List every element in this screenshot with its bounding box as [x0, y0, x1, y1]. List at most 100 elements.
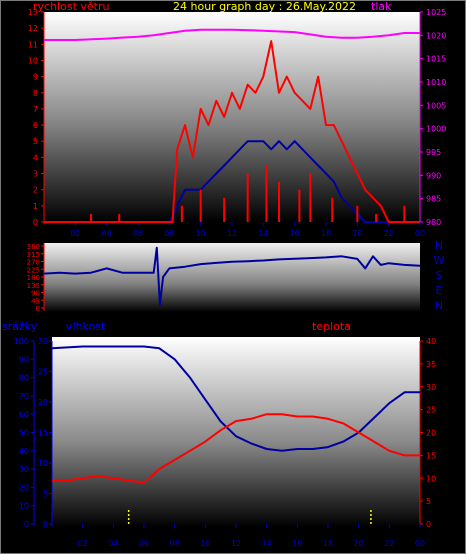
wind-tick-label: 13 [28, 8, 38, 17]
humidity-tick-label: 30 [38, 337, 48, 346]
time-tick-label: 10 [196, 229, 206, 238]
wind-tick-label: 8 [33, 89, 38, 98]
time-tick-label: 08 [164, 229, 174, 238]
rain-tick-label: 60 [19, 410, 29, 419]
humidity-tick-label: 15 [38, 429, 48, 438]
direction-tick-label: 0 [36, 305, 40, 313]
rain-tick-label: 40 [19, 447, 29, 456]
pressure-tick-label: 1015 [426, 55, 446, 64]
time-tick-label: 20 [354, 539, 364, 548]
wind-avg-line [44, 140, 420, 223]
direction-panel-background [44, 243, 420, 312]
time-tick-label: 16 [290, 229, 300, 238]
time-tick-label: 22 [384, 229, 394, 238]
direction-tick-label: 270 [27, 259, 40, 267]
time-tick-label: 06 [133, 229, 143, 238]
compass-label: E [436, 284, 443, 297]
compass-label: N [435, 299, 443, 312]
humidity-tick-label: 0 [43, 520, 48, 529]
rain-tick-label: 50 [19, 429, 29, 438]
direction-tick-label: 225 [27, 266, 40, 274]
pressure-tick-label: 985 [426, 195, 441, 204]
rain-tick-label: 0 [24, 520, 29, 529]
compass-label: N [435, 239, 443, 252]
temperature-label: teplota [312, 320, 351, 333]
time-tick-label: 06 [139, 539, 149, 548]
humidity-panel-background [52, 337, 420, 527]
humidity-tick-label: 25 [38, 368, 48, 377]
temperature-tick-label: 40 [426, 337, 436, 346]
direction-tick-label: 135 [27, 282, 40, 290]
humidity-tick-label: 5 [43, 490, 48, 499]
temperature-tick-label: 30 [426, 383, 436, 392]
direction-tick-label: 180 [27, 274, 40, 282]
time-tick-label: 14 [262, 539, 272, 548]
pressure-tick-label: 990 [426, 171, 441, 180]
pressure-tick-label: 1020 [426, 31, 446, 40]
rain-tick-label: 70 [19, 392, 29, 401]
wind-tick-label: 0 [33, 218, 38, 227]
pressure-line [44, 28, 420, 41]
time-tick-label: 02 [78, 539, 88, 548]
wind-max-line [44, 40, 420, 223]
time-tick-label: 22 [384, 539, 394, 548]
time-tick-label: 20 [352, 229, 362, 238]
time-tick-label: 10 [200, 539, 210, 548]
time-tick-label: 02 [70, 229, 80, 238]
temperature-tick-label: 15 [426, 451, 436, 460]
wind-speed-label: rychlost větru [33, 0, 109, 13]
pressure-tick-label: 980 [426, 218, 441, 227]
temperature-tick-label: 35 [426, 360, 436, 369]
rain-tick-label: 30 [19, 465, 29, 474]
wind-tick-label: 2 [33, 186, 38, 195]
wind-tick-label: 10 [28, 56, 38, 65]
compass-label: S [436, 269, 443, 282]
time-tick-label: 18 [323, 539, 333, 548]
time-tick-label: 04 [102, 229, 112, 238]
rain-label: srážky [2, 320, 38, 333]
direction-tick-label: 360 [27, 243, 40, 251]
direction-tick-label: 90 [31, 290, 40, 298]
wind-panel-background [44, 12, 420, 222]
pressure-tick-label: 995 [426, 148, 441, 157]
pressure-tick-label: 1010 [426, 78, 446, 87]
humidity-line [51, 345, 420, 452]
wind-tick-label: 11 [28, 40, 38, 49]
pressure-tick-label: 1005 [426, 101, 446, 110]
time-tick-label: 04 [108, 539, 118, 548]
humidity-label: vlhkost [66, 320, 106, 333]
pressure-tick-label: 1000 [426, 125, 446, 134]
temperature-tick-label: 20 [426, 429, 436, 438]
wind-tick-label: 3 [33, 170, 38, 179]
compass-label: W [434, 254, 445, 267]
time-tick-label: 12 [227, 229, 237, 238]
direction-tick-label: 45 [31, 297, 40, 305]
chart-title: 24 hour graph day : 26.May.2022 [173, 0, 356, 13]
temperature-tick-label: 0 [426, 520, 431, 529]
rain-tick-label: 10 [19, 502, 29, 511]
wind-tick-label: 1 [33, 202, 38, 211]
time-tick-label: 12 [231, 539, 241, 548]
pressure-label: tlak [371, 0, 392, 13]
temperature-line [52, 413, 420, 484]
time-tick-label: 16 [292, 539, 302, 548]
direction-tick-label: 315 [27, 251, 40, 259]
time-tick-label: 14 [258, 229, 268, 238]
time-tick-label: 18 [321, 229, 331, 238]
temperature-tick-label: 5 [426, 497, 431, 506]
wind-tick-label: 7 [33, 105, 38, 114]
wind-tick-label: 4 [33, 153, 38, 162]
rain-tick-label: 80 [19, 374, 29, 383]
rain-tick-label: 90 [19, 355, 29, 364]
temperature-tick-label: 25 [426, 406, 436, 415]
time-tick-label: 08 [170, 539, 180, 548]
wind-tick-label: 12 [28, 24, 38, 33]
wind-tick-label: 5 [33, 137, 38, 146]
humidity-tick-label: 20 [38, 398, 48, 407]
time-tick-label: 00 [415, 539, 425, 548]
wind-tick-label: 6 [33, 121, 38, 130]
temperature-tick-label: 10 [426, 474, 436, 483]
pressure-tick-label: 1025 [426, 8, 446, 17]
wind-tick-label: 9 [33, 73, 38, 82]
